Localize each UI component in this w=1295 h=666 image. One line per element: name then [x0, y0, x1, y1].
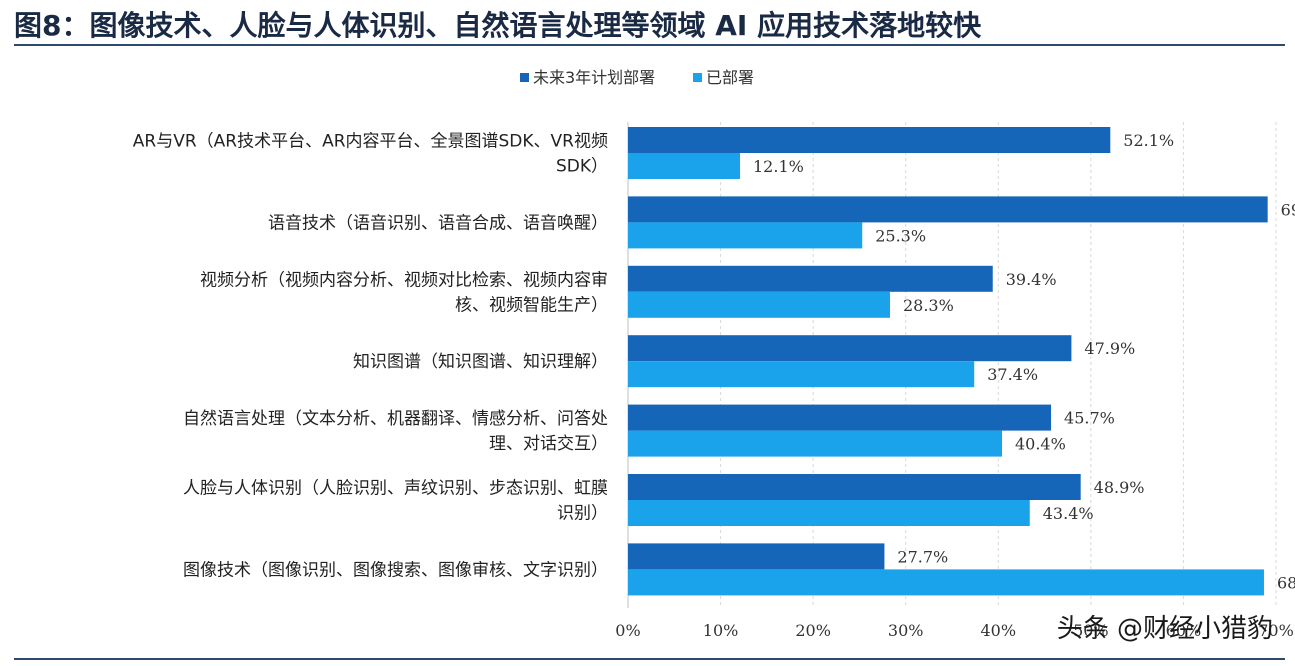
- x-tick-label: 10%: [703, 621, 739, 640]
- bar-planned: [628, 474, 1081, 500]
- data-label: 47.9%: [1084, 339, 1135, 358]
- data-label: 69.1%: [1281, 200, 1295, 219]
- bar-deployed: [628, 291, 890, 318]
- x-tick-label: 20%: [795, 621, 831, 640]
- data-label: 40.4%: [1015, 435, 1066, 454]
- data-label: 28.3%: [903, 296, 954, 315]
- legend-swatch: [693, 73, 702, 82]
- bar-deployed: [628, 361, 975, 388]
- data-label: 12.1%: [753, 157, 804, 176]
- x-tick-label: 30%: [888, 621, 924, 640]
- x-tick-label: 40%: [981, 621, 1017, 640]
- x-tick-label: 60%: [1166, 621, 1202, 640]
- x-tick-label: 0%: [615, 621, 640, 640]
- bar-deployed: [628, 153, 741, 179]
- data-label: 27.7%: [897, 547, 948, 566]
- x-tick-label: 70%: [1258, 621, 1294, 640]
- data-label: 43.4%: [1043, 504, 1094, 523]
- bar-deployed: [628, 500, 1030, 526]
- bar-planned: [628, 196, 1268, 223]
- legend-label: 已部署: [706, 68, 754, 87]
- category-label: 知识图谱（知识图谱、知识理解）: [353, 352, 608, 372]
- x-tick-label: 50%: [1073, 621, 1109, 640]
- title-rule: [14, 44, 1285, 46]
- legend-swatch: [520, 73, 529, 82]
- data-label: 25.3%: [875, 226, 926, 245]
- category-label: 核、视频智能生产）: [455, 295, 608, 315]
- watermark: 头条 @财经小猎豹: [1056, 614, 1273, 644]
- data-label: 68.7%: [1277, 573, 1295, 592]
- category-label: 识别）: [557, 504, 608, 524]
- data-label: 45.7%: [1064, 409, 1115, 428]
- bar-deployed: [628, 430, 1002, 457]
- footer-rule: [14, 658, 1285, 660]
- category-label: 语音技术（语音识别、语音合成、语音唤醒）: [268, 213, 608, 233]
- category-label: 理、对话交互）: [489, 434, 608, 454]
- bar-deployed: [628, 222, 863, 249]
- bar-planned: [628, 265, 993, 292]
- category-label: 自然语言处理（文本分析、机器翻译、情感分析、问答处: [183, 409, 608, 429]
- bar-planned: [628, 335, 1072, 362]
- category-label: SDK）: [556, 157, 608, 177]
- data-label: 52.1%: [1123, 131, 1174, 150]
- data-label: 48.9%: [1094, 478, 1145, 497]
- chart-title: 图8：图像技术、人脸与人体识别、自然语言处理等领域 AI 应用技术落地较快: [14, 9, 982, 42]
- category-label: 人脸与人体识别（人脸识别、声纹识别、步态识别、虹膜: [183, 479, 608, 499]
- category-label: AR与VR（AR技术平台、AR内容平台、全景图谱SDK、VR视频: [133, 132, 608, 152]
- bar-deployed: [628, 569, 1264, 596]
- legend-label: 未来3年计划部署: [533, 68, 655, 87]
- data-label: 39.4%: [1006, 270, 1057, 289]
- data-label: 37.4%: [987, 365, 1038, 384]
- bar-planned: [628, 543, 885, 570]
- bar-planned: [628, 404, 1052, 431]
- category-label: 图像技术（图像识别、图像搜索、图像审核、文字识别）: [183, 560, 608, 580]
- bar-planned: [628, 127, 1111, 153]
- category-label: 视频分析（视频内容分析、视频对比检索、视频内容审: [200, 270, 608, 290]
